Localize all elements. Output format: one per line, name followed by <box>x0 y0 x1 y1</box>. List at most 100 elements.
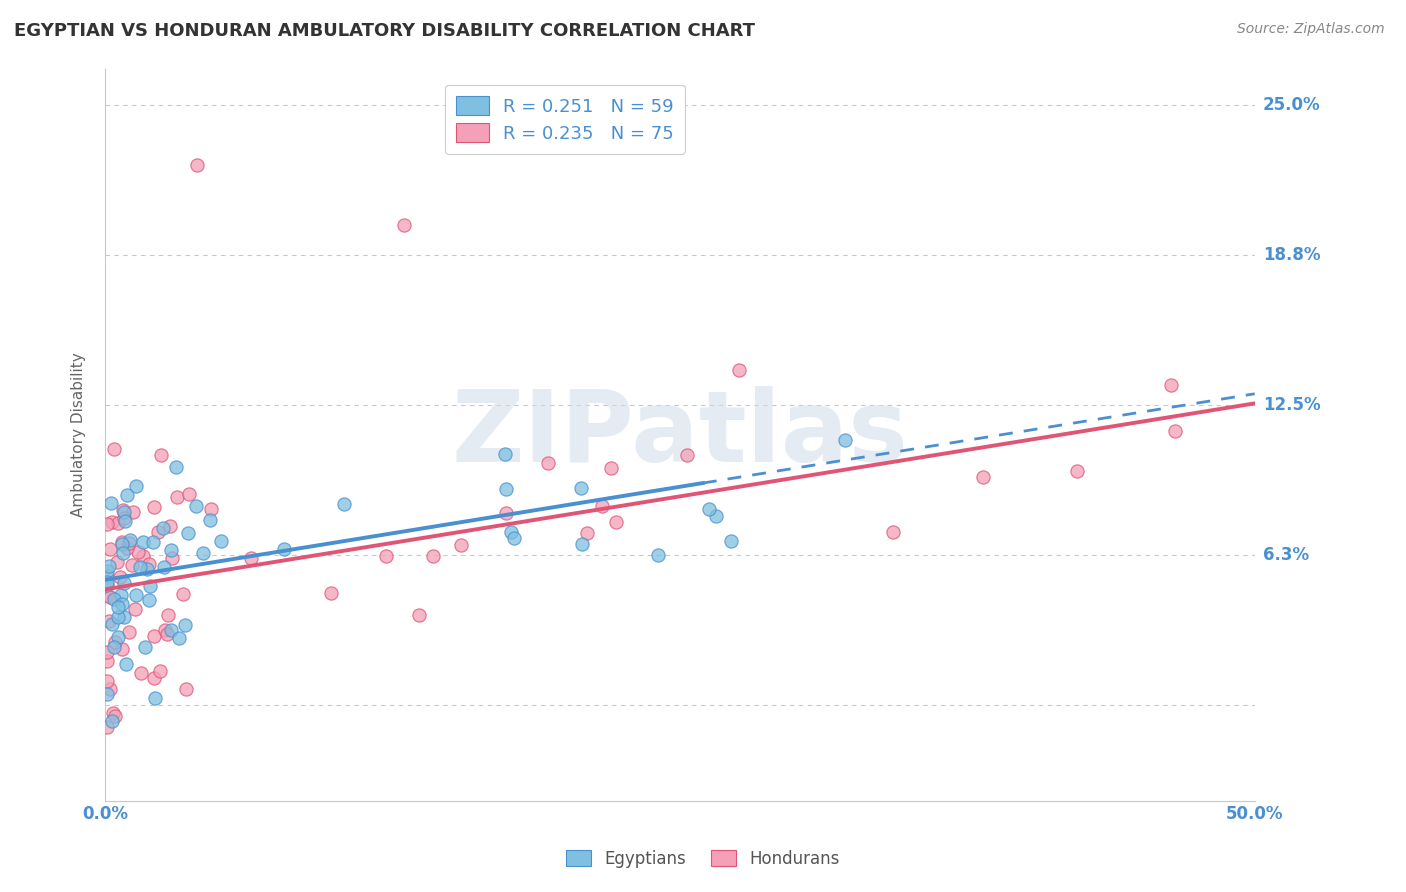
Legend: Egyptians, Hondurans: Egyptians, Hondurans <box>560 844 846 875</box>
Point <box>115 541 138 555</box>
Point <box>98 591 121 605</box>
Point <box>571 537 593 551</box>
Point <box>174 682 197 697</box>
Point <box>125 479 148 493</box>
Point <box>165 460 187 475</box>
Point <box>575 525 598 540</box>
Point <box>104 709 127 723</box>
Point <box>96 674 118 689</box>
Point <box>96 588 118 602</box>
Point <box>115 657 138 672</box>
Point <box>118 625 141 640</box>
Point <box>143 691 166 706</box>
Point <box>720 533 742 548</box>
Point <box>124 588 146 602</box>
Point <box>605 515 627 529</box>
Point <box>107 609 129 624</box>
Point <box>160 551 183 566</box>
Point <box>100 682 122 697</box>
Point <box>96 645 118 659</box>
Point <box>112 503 135 517</box>
Point <box>129 559 152 574</box>
Point <box>495 483 517 497</box>
Point <box>96 720 118 734</box>
Point <box>96 564 118 578</box>
Point <box>408 607 430 622</box>
Point <box>105 555 128 569</box>
Point <box>107 630 129 644</box>
Point <box>319 585 342 599</box>
Point <box>103 592 125 607</box>
Point <box>1066 464 1088 478</box>
Point <box>143 500 166 514</box>
Legend: R = 0.251   N = 59, R = 0.235   N = 75: R = 0.251 N = 59, R = 0.235 N = 75 <box>446 85 685 153</box>
Point <box>110 597 132 611</box>
Point <box>591 500 613 514</box>
Text: 18.8%: 18.8% <box>1263 245 1320 263</box>
Point <box>103 442 125 457</box>
Point <box>107 599 129 614</box>
Point <box>704 509 727 524</box>
Text: EGYPTIAN VS HONDURAN AMBULATORY DISABILITY CORRELATION CHART: EGYPTIAN VS HONDURAN AMBULATORY DISABILI… <box>14 22 755 40</box>
Point <box>374 549 396 563</box>
Point <box>96 569 118 583</box>
Point <box>120 533 142 547</box>
Point <box>167 631 190 645</box>
Text: ZIPatlas: ZIPatlas <box>451 386 908 483</box>
Point <box>139 579 162 593</box>
Point <box>121 558 143 572</box>
Point <box>96 574 118 589</box>
Point <box>115 488 138 502</box>
Point <box>107 516 129 530</box>
Point <box>273 541 295 556</box>
Point <box>132 549 155 563</box>
Point <box>98 542 121 557</box>
Point <box>134 640 156 654</box>
Point <box>138 557 160 571</box>
Point <box>209 533 232 548</box>
Point <box>146 524 169 539</box>
Point <box>114 515 136 529</box>
Point <box>166 490 188 504</box>
Point <box>97 558 120 573</box>
Point <box>103 640 125 654</box>
Point <box>96 517 118 532</box>
Point <box>138 592 160 607</box>
Point <box>98 614 121 628</box>
Point <box>569 481 592 495</box>
Point <box>108 570 131 584</box>
Point <box>111 546 134 560</box>
Point <box>647 548 669 562</box>
Point <box>1289 541 1312 556</box>
Point <box>103 706 125 720</box>
Point <box>675 449 697 463</box>
Point <box>1160 378 1182 392</box>
Point <box>422 549 444 564</box>
Point <box>177 526 200 541</box>
Point <box>179 487 201 501</box>
Point <box>111 642 134 657</box>
Point <box>494 447 516 461</box>
Text: 25.0%: 25.0% <box>1263 95 1320 113</box>
Point <box>124 602 146 616</box>
Point <box>537 456 560 470</box>
Point <box>240 550 263 565</box>
Point <box>112 576 135 591</box>
Point <box>112 511 135 525</box>
Point <box>142 535 165 549</box>
Point <box>200 502 222 516</box>
Point <box>112 505 135 519</box>
Point <box>96 577 118 591</box>
Point <box>501 525 523 540</box>
Point <box>156 607 179 622</box>
Point <box>834 433 856 447</box>
Point <box>159 518 181 533</box>
Point <box>111 537 134 551</box>
Point <box>96 654 118 668</box>
Point <box>100 516 122 530</box>
Text: Source: ZipAtlas.com: Source: ZipAtlas.com <box>1237 22 1385 37</box>
Point <box>100 617 122 632</box>
Point <box>495 506 517 520</box>
Point <box>118 535 141 549</box>
Point <box>111 535 134 549</box>
